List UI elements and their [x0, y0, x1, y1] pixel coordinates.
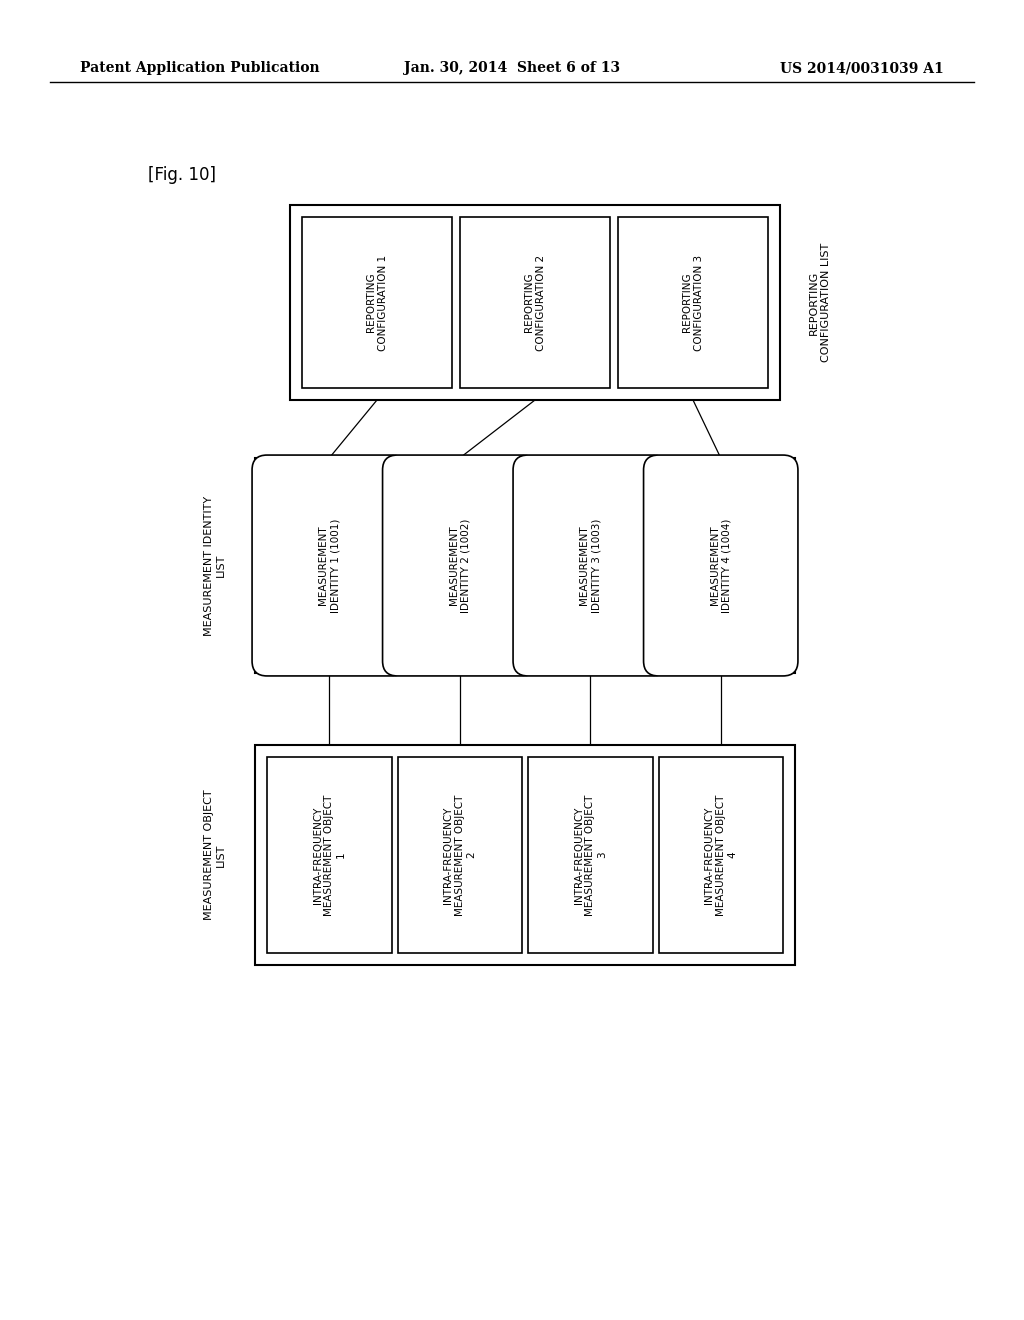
- Text: INTRA-FREQUENCY
MEASUREMENT OBJECT
2: INTRA-FREQUENCY MEASUREMENT OBJECT 2: [443, 795, 476, 916]
- Text: MEASUREMENT IDENTITY
LIST: MEASUREMENT IDENTITY LIST: [204, 495, 226, 635]
- Text: MEASUREMENT
IDENTITY 1 (1001): MEASUREMENT IDENTITY 1 (1001): [318, 519, 340, 612]
- Bar: [267, 756, 391, 953]
- Text: MEASUREMENT OBJECT
LIST: MEASUREMENT OBJECT LIST: [204, 789, 226, 920]
- Bar: [302, 216, 452, 388]
- Text: REPORTING
CONFIGURATION 3: REPORTING CONFIGURATION 3: [682, 255, 703, 351]
- Bar: [397, 756, 522, 953]
- Text: INTRA-FREQUENCY
MEASUREMENT OBJECT
3: INTRA-FREQUENCY MEASUREMENT OBJECT 3: [573, 795, 607, 916]
- Text: INTRA-FREQUENCY
MEASUREMENT OBJECT
4: INTRA-FREQUENCY MEASUREMENT OBJECT 4: [705, 795, 737, 916]
- Bar: [658, 756, 783, 953]
- Text: MEASUREMENT
IDENTITY 3 (1003): MEASUREMENT IDENTITY 3 (1003): [580, 519, 601, 612]
- Text: [Fig. 10]: [Fig. 10]: [148, 166, 216, 183]
- Bar: [528, 756, 652, 953]
- Text: US 2014/0031039 A1: US 2014/0031039 A1: [780, 61, 944, 75]
- Bar: [290, 205, 780, 400]
- Text: INTRA-FREQUENCY
MEASUREMENT OBJECT
1: INTRA-FREQUENCY MEASUREMENT OBJECT 1: [312, 795, 346, 916]
- Bar: [618, 216, 768, 388]
- Text: MEASUREMENT
IDENTITY 2 (1002): MEASUREMENT IDENTITY 2 (1002): [449, 519, 471, 612]
- FancyBboxPatch shape: [383, 455, 537, 676]
- Text: MEASUREMENT
IDENTITY 4 (1004): MEASUREMENT IDENTITY 4 (1004): [710, 519, 731, 612]
- Text: REPORTING
CONFIGURATION 2: REPORTING CONFIGURATION 2: [524, 255, 546, 351]
- Text: REPORTING
CONFIGURATION LIST: REPORTING CONFIGURATION LIST: [809, 243, 830, 362]
- FancyBboxPatch shape: [643, 455, 798, 676]
- FancyBboxPatch shape: [513, 455, 668, 676]
- Text: Jan. 30, 2014  Sheet 6 of 13: Jan. 30, 2014 Sheet 6 of 13: [403, 61, 621, 75]
- Bar: [255, 744, 795, 965]
- FancyBboxPatch shape: [252, 455, 407, 676]
- Text: Patent Application Publication: Patent Application Publication: [80, 61, 319, 75]
- Bar: [460, 216, 610, 388]
- Bar: [255, 458, 795, 673]
- Text: REPORTING
CONFIGURATION 1: REPORTING CONFIGURATION 1: [367, 255, 388, 351]
